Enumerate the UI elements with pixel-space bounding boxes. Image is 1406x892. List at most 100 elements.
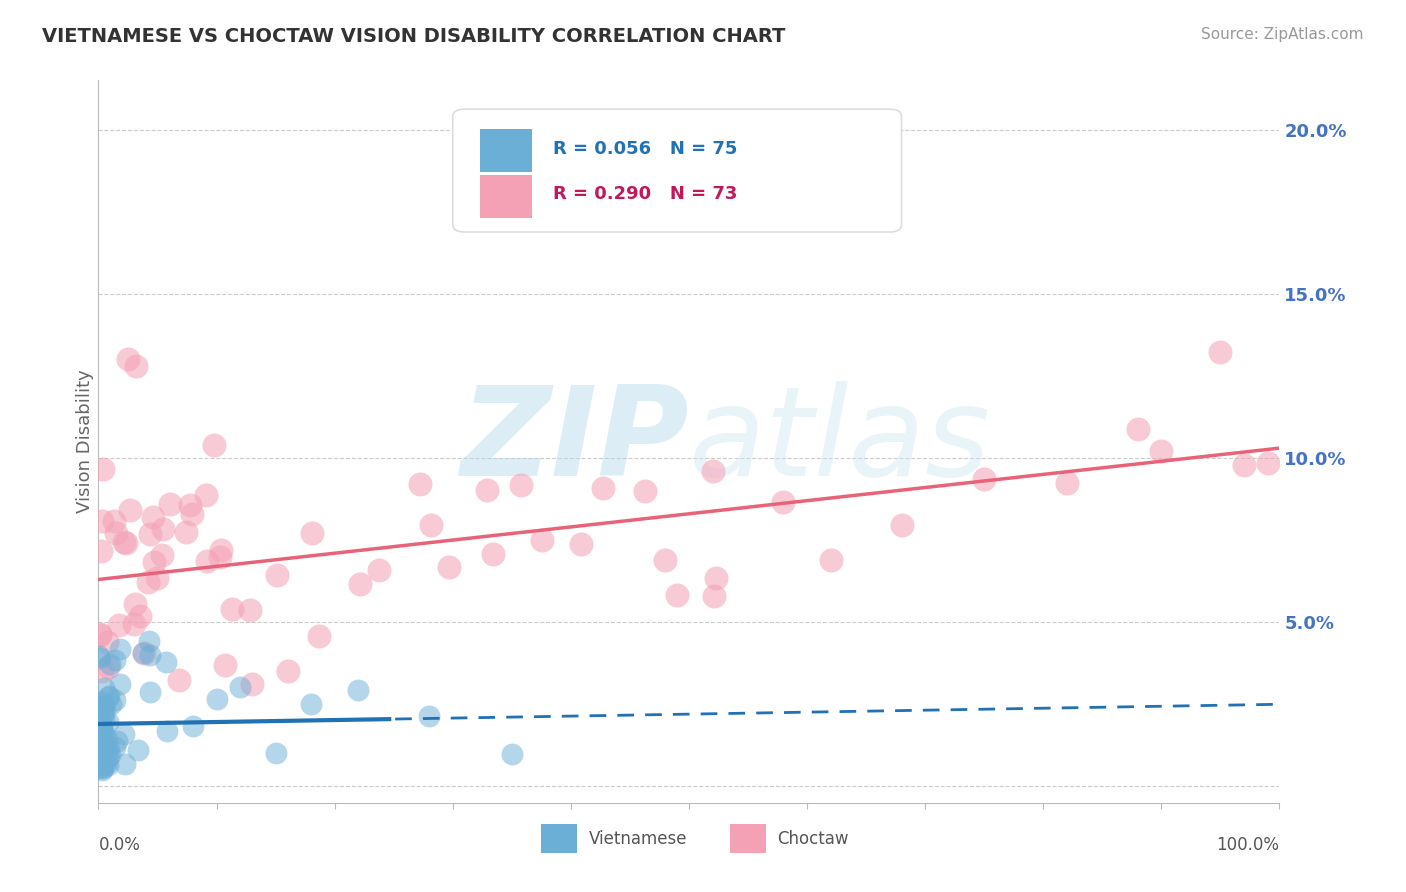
Y-axis label: Vision Disability: Vision Disability [76, 369, 94, 514]
Point [209, 550, 232, 565]
Point [704, 571, 727, 585]
Point [89, 704, 111, 718]
Point [93, 712, 115, 726]
Point [97, 750, 120, 764]
Point [104, 693, 127, 707]
Point [202, 437, 225, 451]
Point [266, 568, 288, 582]
Point [703, 589, 725, 603]
Point [678, 204, 700, 219]
Point [118, 503, 141, 517]
Point [93, 681, 115, 695]
Point [89, 651, 111, 665]
Point [239, 603, 262, 617]
Point [367, 563, 389, 577]
Point [349, 577, 371, 591]
Point [94, 704, 117, 718]
Point [477, 483, 499, 497]
Point [221, 602, 243, 616]
Point [138, 634, 160, 648]
Point [229, 680, 252, 694]
Point [112, 535, 135, 549]
Text: ZIP: ZIP [460, 381, 689, 502]
Point [93, 748, 115, 763]
Point [91, 514, 114, 528]
Point [299, 698, 322, 712]
Point [181, 719, 204, 733]
Point [108, 677, 131, 691]
Text: atlas: atlas [689, 381, 991, 502]
Point [104, 525, 127, 540]
Point [194, 488, 217, 502]
Point [890, 518, 912, 533]
Point [592, 481, 614, 495]
Point [90, 763, 112, 777]
Point [87, 756, 110, 770]
Point [87, 739, 110, 753]
Point [91, 700, 114, 714]
Point [96, 747, 118, 761]
Point [117, 352, 139, 367]
Point [142, 509, 165, 524]
Point [97, 660, 120, 674]
Point [90, 664, 112, 678]
Point [214, 657, 236, 672]
Point [1126, 422, 1149, 436]
Point [90, 748, 112, 763]
Point [89, 627, 111, 641]
Text: Vietnamese: Vietnamese [589, 830, 688, 848]
Point [91, 721, 114, 735]
Point [89, 719, 111, 733]
Point [665, 588, 688, 602]
Point [89, 713, 111, 727]
Text: R = 0.290   N = 73: R = 0.290 N = 73 [553, 186, 738, 203]
Point [1056, 476, 1078, 491]
Point [94, 741, 117, 756]
Point [90, 739, 112, 753]
Point [97, 757, 120, 772]
Point [90, 721, 112, 735]
Point [347, 683, 370, 698]
Point [90, 746, 112, 760]
Point [96, 732, 118, 747]
Point [209, 542, 232, 557]
Point [264, 747, 287, 761]
Point [112, 727, 135, 741]
Point [156, 723, 179, 738]
Point [91, 756, 114, 771]
Point [87, 709, 110, 723]
Point [93, 699, 115, 714]
Point [501, 747, 523, 761]
Point [240, 676, 263, 690]
Text: Source: ZipAtlas.com: Source: ZipAtlas.com [1201, 27, 1364, 42]
Point [98, 689, 121, 703]
Text: 0.0%: 0.0% [98, 836, 141, 854]
Point [105, 734, 128, 748]
Point [98, 747, 121, 762]
Point [437, 559, 460, 574]
Point [418, 708, 440, 723]
Point [115, 536, 138, 550]
Point [205, 692, 228, 706]
Point [89, 761, 111, 775]
Point [91, 753, 114, 767]
Point [820, 552, 842, 566]
Point [90, 727, 112, 741]
Text: R = 0.056   N = 75: R = 0.056 N = 75 [553, 140, 738, 158]
Point [654, 553, 676, 567]
Point [91, 726, 114, 740]
FancyBboxPatch shape [730, 824, 766, 854]
Point [90, 544, 112, 558]
Point [90, 742, 112, 756]
Point [146, 571, 169, 585]
Point [139, 648, 162, 662]
FancyBboxPatch shape [479, 129, 531, 172]
Point [91, 729, 114, 743]
Point [91, 462, 114, 476]
Point [97, 714, 120, 729]
Point [1233, 458, 1256, 472]
Point [90, 695, 112, 709]
Point [134, 646, 156, 660]
Point [91, 757, 114, 772]
Point [138, 527, 160, 541]
